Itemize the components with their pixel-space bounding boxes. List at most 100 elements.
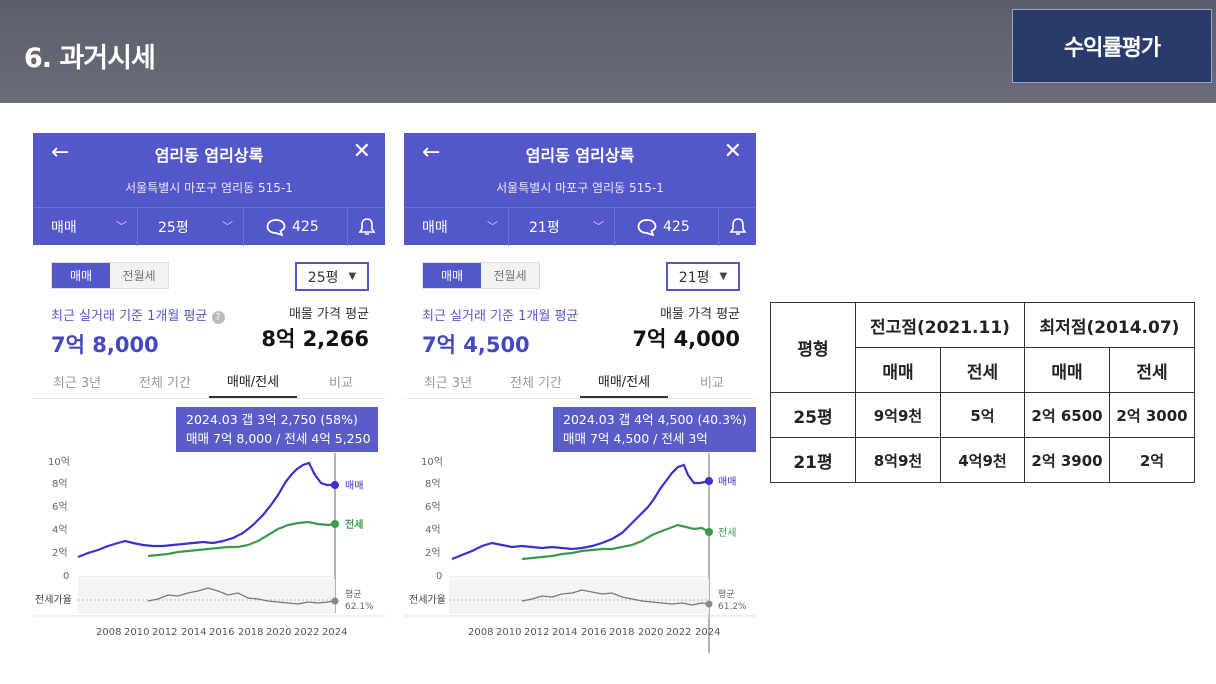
y-tick: 0 <box>63 571 69 582</box>
tab-all-period[interactable]: 전체 기간 <box>139 376 191 391</box>
y-tick: 10억 <box>421 456 443 468</box>
header-low-sale: 매매 <box>1024 347 1110 393</box>
price-chart: 10억 8억 6억 4억 2억 0 매매 전세 전세가율 평균 61.2% <box>404 453 756 653</box>
bell-icon <box>358 218 375 235</box>
triangle-down-icon: ▼ <box>348 271 357 282</box>
back-arrow-icon[interactable]: ← <box>51 140 70 165</box>
x-tick: 2020 <box>638 627 663 638</box>
ratio-area <box>449 579 709 614</box>
x-tick: 2016 <box>581 627 606 638</box>
alert-button[interactable] <box>348 208 385 246</box>
segment-sale[interactable]: 매매 <box>423 263 481 288</box>
size-select[interactable]: 21평 ﹀ <box>509 208 615 246</box>
recent-caption: 최근 실거래 기준 1개월 평균 ? <box>51 305 225 324</box>
panel-header: ← 염리동 염리상록 ✕ 서울특별시 마포구 염리동 515-1 매매 ﹀ 21평… <box>404 133 756 246</box>
tab-compare[interactable]: 비교 <box>700 376 724 391</box>
cell-low-sale: 2억 3900 <box>1024 437 1110 483</box>
y-tick: 0 <box>436 571 442 582</box>
header-low-jeonse: 전세 <box>1109 347 1195 393</box>
alert-button[interactable] <box>719 208 756 246</box>
help-icon[interactable]: ? <box>211 311 225 324</box>
size-dropdown[interactable]: 25평 ▼ <box>295 262 369 291</box>
segment-sale[interactable]: 매매 <box>52 263 110 288</box>
size-dropdown-label: 25평 <box>307 269 339 286</box>
close-icon[interactable]: ✕ <box>352 139 371 164</box>
header-high: 전고점(2021.11) <box>855 302 1025 348</box>
x-tick: 2018 <box>238 627 263 638</box>
close-icon[interactable]: ✕ <box>723 139 742 164</box>
tab-compare[interactable]: 비교 <box>329 376 353 391</box>
sale-series-label: 매매 <box>345 480 363 492</box>
jeonse-point <box>705 528 713 536</box>
complex-name: 염리동 염리상록 <box>154 146 264 165</box>
recent-average-value: 7억 4,500 <box>422 333 530 357</box>
trade-segment: 매매 전월세 <box>51 262 169 289</box>
size-dropdown[interactable]: 21평 ▼ <box>666 262 740 291</box>
period-tabs: 최근 3년 전체 기간 매매/전세 비교 <box>404 365 756 399</box>
sale-point <box>331 481 339 489</box>
jeonse-ratio-line <box>147 587 336 605</box>
chevron-down-icon: ﹀ <box>487 220 498 233</box>
y-tick: 8억 <box>425 478 441 490</box>
comment-count: 425 <box>663 219 690 235</box>
ratio-point <box>705 600 713 608</box>
listing-caption: 매물 가격 평균 <box>659 307 740 322</box>
size-select[interactable]: 25평 ﹀ <box>138 208 244 246</box>
ratio-point <box>331 597 339 605</box>
x-tick: 2012 <box>524 627 549 638</box>
y-tick: 6억 <box>425 501 441 513</box>
x-tick: 2020 <box>266 627 291 638</box>
section-badge: 수익률평가 <box>1012 9 1212 83</box>
comments-button[interactable]: 425 <box>615 208 719 246</box>
cell-low-sale: 2억 6500 <box>1024 392 1110 438</box>
cell-low-jeonse: 2억 <box>1109 437 1195 483</box>
tooltip-line-prices: 매매 7억 8,000 / 전세 4억 5,250 <box>186 431 371 446</box>
jeonse-ratio-line <box>521 589 710 606</box>
tab-all-period[interactable]: 전체 기간 <box>510 376 562 391</box>
trade-type-select[interactable]: 매매 ﹀ <box>404 208 509 246</box>
y-tick: 8억 <box>52 478 68 490</box>
tab-sale-jeonse[interactable]: 매매/전세 <box>580 365 668 398</box>
x-tick: 2010 <box>124 627 149 638</box>
cell-high-sale: 8억9천 <box>855 437 941 483</box>
x-tick: 2024 <box>322 627 347 638</box>
speech-bubble-icon <box>266 219 286 236</box>
recent-average-value: 7억 8,000 <box>51 333 159 357</box>
price-chart: 10억 8억 6억 4억 2억 0 매매 전세 전세가율 평균 62.1% <box>33 453 385 653</box>
header-low: 최저점(2014.07) <box>1024 302 1195 348</box>
x-tick: 2018 <box>609 627 634 638</box>
sale-point <box>705 477 713 485</box>
average-label: 평균 <box>345 589 362 600</box>
chevron-down-icon: ﹀ <box>593 220 604 233</box>
back-arrow-icon[interactable]: ← <box>422 140 441 165</box>
jeonse-price-line <box>147 520 336 558</box>
comments-button[interactable]: 425 <box>244 208 348 246</box>
tooltip-line-gap: 2024.03 갭 4억 4,500 (40.3%) <box>563 412 747 427</box>
x-tick: 2022 <box>666 627 691 638</box>
listing-caption: 매물 가격 평균 <box>288 307 369 322</box>
trade-type-select[interactable]: 매매 ﹀ <box>33 208 138 246</box>
tab-recent-3y[interactable]: 최근 3년 <box>423 376 473 391</box>
panel-toolbar: 매매 ﹀ 21평 ﹀ 425 <box>404 207 756 246</box>
row-type: 25평 <box>770 392 856 438</box>
chevron-down-icon: ﹀ <box>222 220 233 233</box>
complex-address: 서울특별시 마포구 염리동 515-1 <box>125 181 293 195</box>
ratio-label: 전세가율 <box>409 594 446 606</box>
tab-sale-jeonse[interactable]: 매매/전세 <box>209 365 297 398</box>
cell-high-sale: 9억9천 <box>855 392 941 438</box>
size-label: 25평 <box>158 220 189 236</box>
y-tick: 4억 <box>425 524 441 536</box>
segment-rent[interactable]: 전월세 <box>110 263 168 288</box>
tab-recent-3y[interactable]: 최근 3년 <box>52 376 102 391</box>
recent-caption-text: 최근 실거래 기준 1개월 평균 <box>51 309 208 324</box>
ratio-label: 전세가율 <box>35 594 72 606</box>
chevron-down-icon: ﹀ <box>116 220 127 233</box>
price-panel-25: ← 염리동 염리상록 ✕ 서울특별시 마포구 염리동 515-1 매매 ﹀ 25평… <box>33 133 385 653</box>
jeonse-point <box>331 520 339 528</box>
trade-segment: 매매 전월세 <box>422 262 540 289</box>
slide-header: 6. 과거시세 수익률평가 <box>0 0 1216 103</box>
jeonse-series-label: 전세 <box>345 518 363 531</box>
ratio-area <box>78 579 335 614</box>
header-type: 평형 <box>770 302 856 393</box>
segment-rent[interactable]: 전월세 <box>481 263 539 288</box>
